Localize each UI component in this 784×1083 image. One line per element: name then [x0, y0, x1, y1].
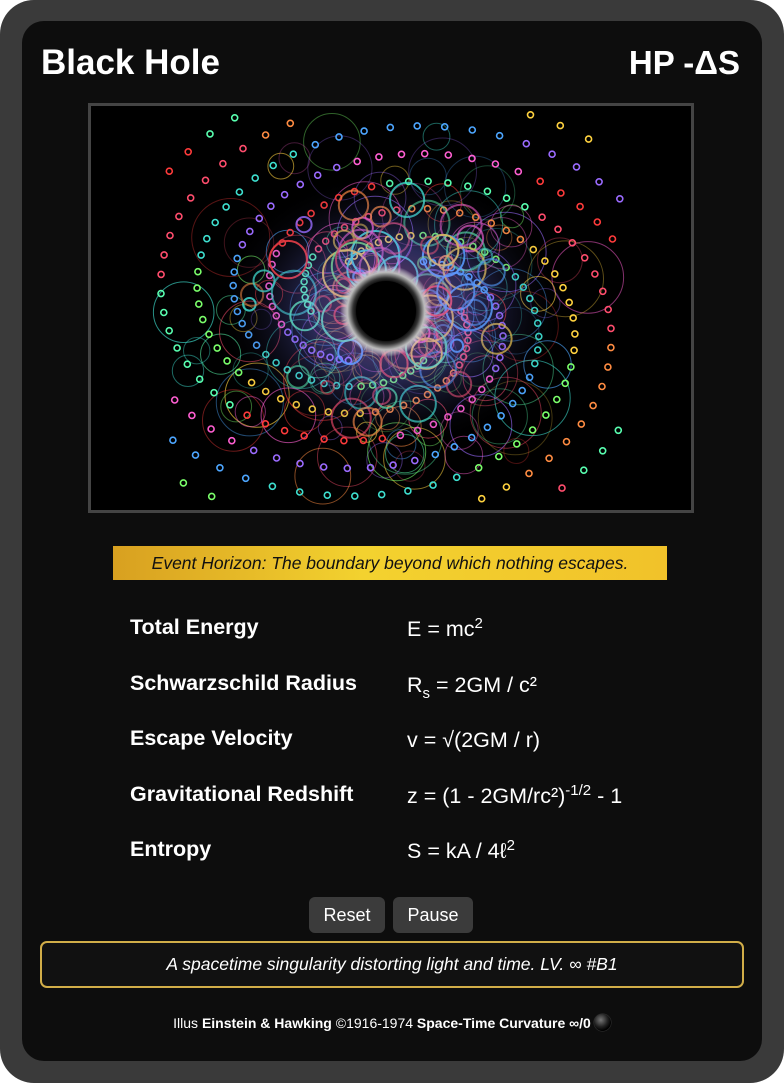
stat-label: Total Energy	[130, 615, 259, 639]
stat-label: Gravitational Redshift	[130, 781, 354, 806]
black-hole-animation-canvas[interactable]	[88, 103, 694, 513]
stat-row-entropy: Entropy S = kA / 4ℓ2	[130, 831, 690, 887]
black-hole-illustration	[91, 106, 691, 510]
stat-label: Entropy	[130, 837, 212, 861]
credits-years: ©1916-1974	[331, 1015, 417, 1031]
reset-button[interactable]: Reset	[309, 897, 385, 933]
card-title: Black Hole	[41, 43, 220, 82]
stat-row-gravitational-redshift: Gravitational Redshift z = (1 - 2GM/rc²)…	[130, 776, 690, 832]
credits-prefix: Illus	[173, 1015, 202, 1031]
card-hp: HP -ΔS	[628, 44, 740, 81]
black-orb-icon	[593, 1014, 611, 1031]
flavor-text: Event Horizon: The boundary beyond which…	[113, 546, 667, 580]
rules-text: A spacetime singularity distorting light…	[40, 941, 744, 988]
credits-artists: Einstein & Hawking	[201, 1015, 332, 1031]
stat-formula: Rs = 2GM / c²	[407, 672, 537, 702]
stats-list: Total Energy E = mc2 Schwarzschild Radiu…	[130, 609, 690, 887]
stat-formula: z = (1 - 2GM/rc²)-1/2 - 1	[407, 781, 623, 808]
card-credits: Illus Einstein & Hawking ©1916-1974 Spac…	[22, 1011, 762, 1035]
stat-label: Schwarzschild Radius	[130, 670, 358, 695]
stat-row-schwarzschild-radius: Schwarzschild Radius Rs = 2GM / c²	[130, 665, 690, 721]
stat-row-total-energy: Total Energy E = mc2	[130, 609, 690, 665]
stat-formula: E = mc2	[407, 615, 483, 641]
stat-row-escape-velocity: Escape Velocity v = √(2GM / r)	[130, 720, 690, 776]
stat-formula: v = √(2GM / r)	[407, 728, 541, 752]
stat-label: Escape Velocity	[130, 726, 293, 750]
pause-button[interactable]: Pause	[393, 897, 473, 933]
stat-formula: S = kA / 4ℓ2	[407, 837, 515, 863]
credits-set: Space-Time Curvature ∞/0	[416, 1015, 591, 1031]
card: Black Hole HP -ΔS	[22, 21, 762, 1061]
